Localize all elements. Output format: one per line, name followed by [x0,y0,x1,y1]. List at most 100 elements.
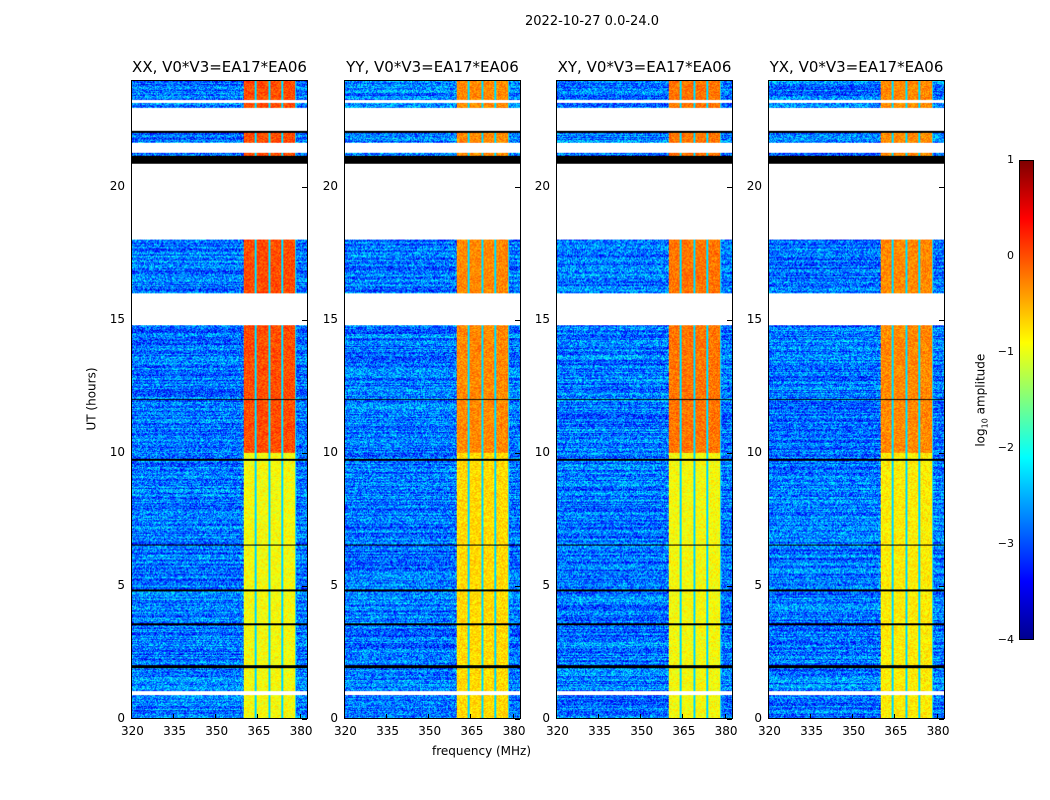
y-tick-mark [939,452,944,454]
y-tick-label: 20 [746,178,762,193]
panel-title: XX, V0*V3=EA17*EA06 [132,58,307,76]
y-tick-mark [515,585,520,587]
colorbar [1019,160,1034,640]
x-tick-label: 380 [502,724,526,738]
y-tick-label: 10 [746,444,762,459]
heatmap-panel [131,80,308,719]
colorbar-label-sub: 10 [980,418,990,429]
x-tick-mark [768,714,769,719]
y-tick-label: 20 [322,178,338,193]
x-tick-label: 320 [546,724,569,738]
colorbar-label-rest: amplitude [973,353,988,419]
heatmap-image [132,81,307,718]
colorbar-tick-label: 1 [1007,153,1014,166]
y-tick-mark [302,719,307,720]
y-tick-label: 0 [542,711,550,725]
heatmap-image [769,81,944,718]
x-tick-label: 320 [334,724,357,738]
y-tick-label: 15 [534,311,550,326]
x-tick-label: 335 [588,724,612,738]
x-tick-mark [215,714,217,719]
x-tick-mark [512,714,514,719]
y-tick-mark [515,452,520,454]
x-tick-mark [894,714,896,719]
x-tick-mark [556,714,557,719]
y-tick-mark [515,319,520,321]
x-tick-label: 365 [884,724,908,738]
x-tick-label: 365 [672,724,696,738]
x-tick-mark [173,714,175,719]
y-tick-mark [727,452,732,454]
y-tick-label: 5 [330,577,338,592]
colorbar-tick-label: −4 [997,633,1014,646]
heatmap-panel [344,80,521,719]
y-tick-mark [939,319,944,321]
x-tick-label: 335 [800,724,824,738]
y-tick-mark [939,186,944,188]
x-tick-mark [428,714,430,719]
y-axis-label: UT (hours) [84,367,99,431]
colorbar-tick-label: −2 [997,441,1014,454]
x-tick-mark [640,714,642,719]
x-tick-mark [344,714,345,719]
x-tick-label: 335 [376,724,400,738]
x-tick-label: 380 [289,724,313,738]
y-tick-label: 10 [109,444,125,459]
y-tick-mark [302,585,307,587]
y-tick-label: 10 [322,444,338,459]
colorbar-tick-label: −1 [997,345,1014,358]
y-tick-mark [302,186,307,188]
x-tick-mark [852,714,854,719]
x-tick-mark [936,714,938,719]
y-tick-label: 0 [754,711,762,725]
x-tick-mark [257,714,259,719]
y-tick-label: 0 [330,711,338,725]
x-tick-mark [131,714,132,719]
y-tick-label: 5 [117,577,125,592]
x-tick-label: 380 [714,724,738,738]
y-tick-mark [939,585,944,587]
y-tick-mark [302,452,307,454]
heatmap-panel [556,80,733,719]
y-tick-label: 0 [117,711,125,725]
x-tick-label: 320 [758,724,781,738]
x-tick-mark [724,714,726,719]
x-tick-label: 320 [121,724,144,738]
x-tick-mark [682,714,684,719]
y-tick-mark [727,585,732,587]
panel-title: YX, V0*V3=EA17*EA06 [769,58,944,76]
x-tick-label: 350 [418,724,442,738]
colorbar-tick-label: −3 [997,537,1014,550]
heatmap-image [345,81,520,718]
y-tick-label: 15 [109,311,125,326]
x-tick-mark [810,714,812,719]
y-tick-mark [939,719,944,720]
y-tick-label: 5 [754,577,762,592]
x-tick-label: 350 [842,724,866,738]
colorbar-label: log10 amplitude [973,354,989,447]
y-tick-mark [727,319,732,321]
y-tick-label: 20 [534,178,550,193]
x-tick-mark [299,714,301,719]
y-tick-label: 10 [534,444,550,459]
x-tick-mark [386,714,388,719]
y-tick-mark [727,186,732,188]
colorbar-tick-label: 0 [1007,249,1014,262]
y-tick-label: 15 [746,311,762,326]
y-tick-mark [515,719,520,720]
x-tick-mark [598,714,600,719]
x-tick-label: 380 [926,724,950,738]
y-tick-mark [302,319,307,321]
colorbar-label-main: log [973,428,988,447]
x-tick-label: 365 [460,724,484,738]
panel-title: XY, V0*V3=EA17*EA06 [557,58,732,76]
panel-title: YY, V0*V3=EA17*EA06 [346,58,519,76]
figure-title: 2022-10-27 0.0-24.0 [525,14,659,29]
y-tick-mark [727,719,732,720]
x-tick-label: 350 [205,724,229,738]
x-tick-label: 365 [247,724,271,738]
y-tick-label: 15 [322,311,338,326]
y-tick-label: 5 [542,577,550,592]
y-tick-label: 20 [109,178,125,193]
